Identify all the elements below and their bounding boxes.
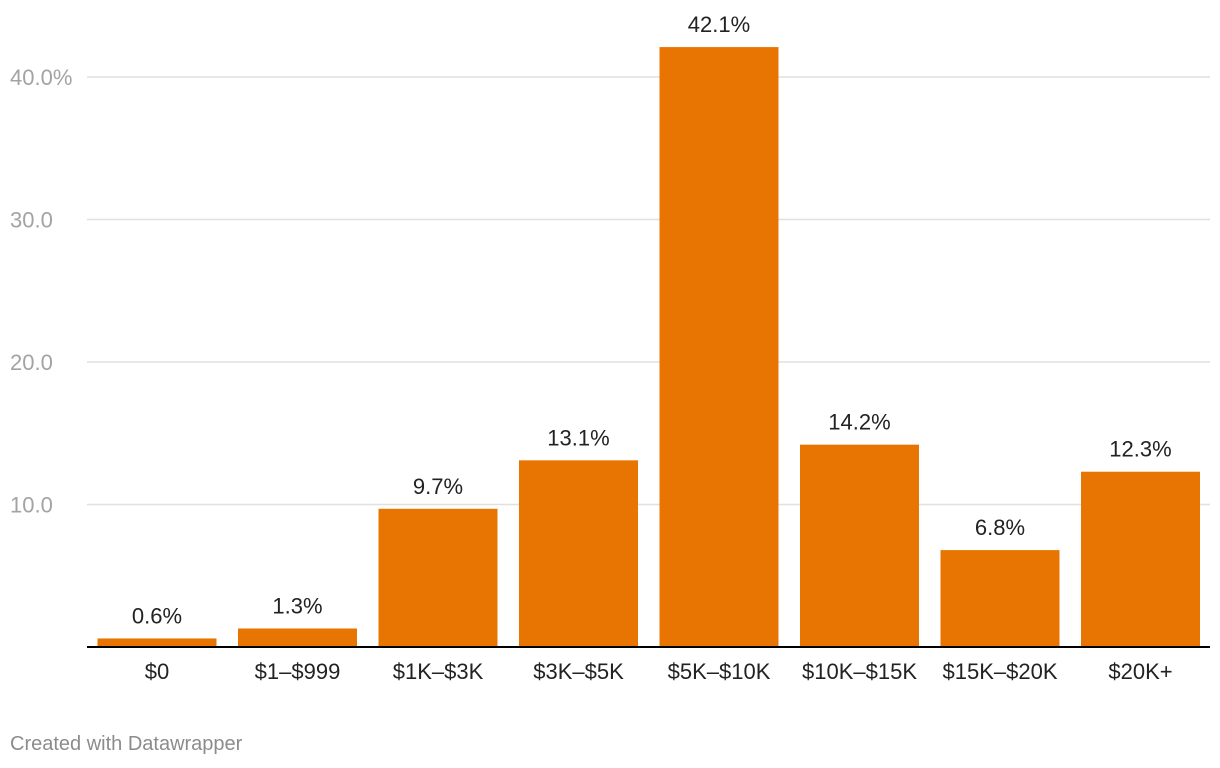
bar-value-label: 1.3% bbox=[272, 593, 322, 618]
x-tick-label: $20K+ bbox=[1108, 659, 1172, 684]
bar[interactable] bbox=[1081, 471, 1200, 647]
x-tick-label: $1K–$3K bbox=[393, 659, 484, 684]
bar[interactable] bbox=[238, 628, 357, 647]
bar-value-label: 9.7% bbox=[413, 474, 463, 499]
bar[interactable] bbox=[659, 47, 779, 647]
bar[interactable] bbox=[519, 460, 638, 647]
bar-chart: 10.0 20.0 30.0 40.0% 0.6% 1.3% 9.7% 13.1% 42.1%… bbox=[10, 12, 1210, 684]
x-tick-label: $3K–$5K bbox=[533, 659, 624, 684]
bar[interactable] bbox=[940, 550, 1060, 647]
value-labels: 0.6% 1.3% 9.7% 13.1% 42.1% 14.2% 6.8% 12.3% bbox=[132, 12, 1172, 628]
y-tick-label: 10.0 bbox=[10, 493, 53, 518]
y-tick-label: 20.0 bbox=[10, 350, 53, 375]
bar-value-label: 6.8% bbox=[975, 515, 1025, 540]
x-tick-label: $1–$999 bbox=[255, 659, 341, 684]
y-tick-label: 30.0 bbox=[10, 208, 53, 233]
bar[interactable] bbox=[97, 638, 217, 647]
bar[interactable] bbox=[800, 444, 919, 647]
bar-value-label: 42.1% bbox=[688, 12, 750, 37]
credit-text[interactable]: Created with Datawrapper bbox=[10, 733, 243, 755]
x-tick-label: $15K–$20K bbox=[943, 659, 1058, 684]
gridlines bbox=[87, 76, 1210, 506]
bar-value-label: 12.3% bbox=[1109, 437, 1171, 462]
bar-value-label: 14.2% bbox=[828, 410, 890, 435]
bar[interactable] bbox=[378, 508, 498, 647]
x-axis-ticks: $0 $1–$999 $1K–$3K $3K–$5K $5K–$10K $10K–$15K… bbox=[145, 659, 1173, 684]
bars bbox=[97, 47, 1200, 647]
x-tick-label: $0 bbox=[145, 659, 169, 684]
bar-value-label: 0.6% bbox=[132, 603, 182, 628]
x-tick-label: $5K–$10K bbox=[668, 659, 771, 684]
y-tick-label: 40.0% bbox=[10, 65, 72, 90]
bar-value-label: 13.1% bbox=[547, 425, 609, 450]
x-tick-label: $10K–$15K bbox=[802, 659, 917, 684]
y-axis-ticks: 10.0 20.0 30.0 40.0% bbox=[10, 65, 72, 518]
